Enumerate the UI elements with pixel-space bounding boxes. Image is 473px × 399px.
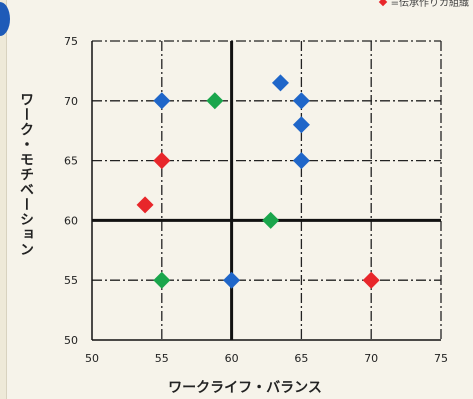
data-point-blue: [271, 74, 289, 92]
y-tick-label: 70: [64, 95, 78, 108]
x-tick-label: 60: [225, 352, 239, 365]
data-point-blue: [292, 92, 310, 110]
data-point-red: [362, 271, 380, 289]
legend-red-label: =伝承作りカ組織: [390, 0, 469, 9]
data-point-green: [153, 271, 171, 289]
x-axis-label: ワークライフ・バランス: [168, 380, 322, 396]
x-tick-label: 70: [364, 352, 378, 365]
y-tick-label: 50: [64, 334, 78, 347]
y-tick-label: 55: [64, 274, 78, 287]
data-point-green: [262, 211, 280, 229]
y-tick-label: 75: [64, 35, 78, 48]
y-tick-label: 65: [64, 155, 78, 168]
data-point-blue: [153, 92, 171, 110]
legend-red-entry: =伝承作りカ組織: [378, 0, 469, 9]
y-tick-label: 60: [64, 214, 78, 227]
x-tick-label: 55: [155, 352, 169, 365]
frame-edge: [0, 0, 7, 399]
x-tick-label: 65: [294, 352, 308, 365]
data-point-red: [136, 196, 154, 214]
x-tick-label: 50: [85, 352, 99, 365]
corner-bullet-icon: [0, 2, 10, 36]
data-point-green: [206, 92, 224, 110]
data-point-red: [153, 152, 171, 170]
legend: =伝承作りカ組織: [0, 0, 473, 14]
data-point-blue: [223, 271, 241, 289]
data-point-blue: [292, 152, 310, 170]
data-point-blue: [292, 116, 310, 134]
x-tick-label: 75: [434, 352, 448, 365]
y-axis-label: ワーク・モチベーション: [18, 92, 34, 257]
